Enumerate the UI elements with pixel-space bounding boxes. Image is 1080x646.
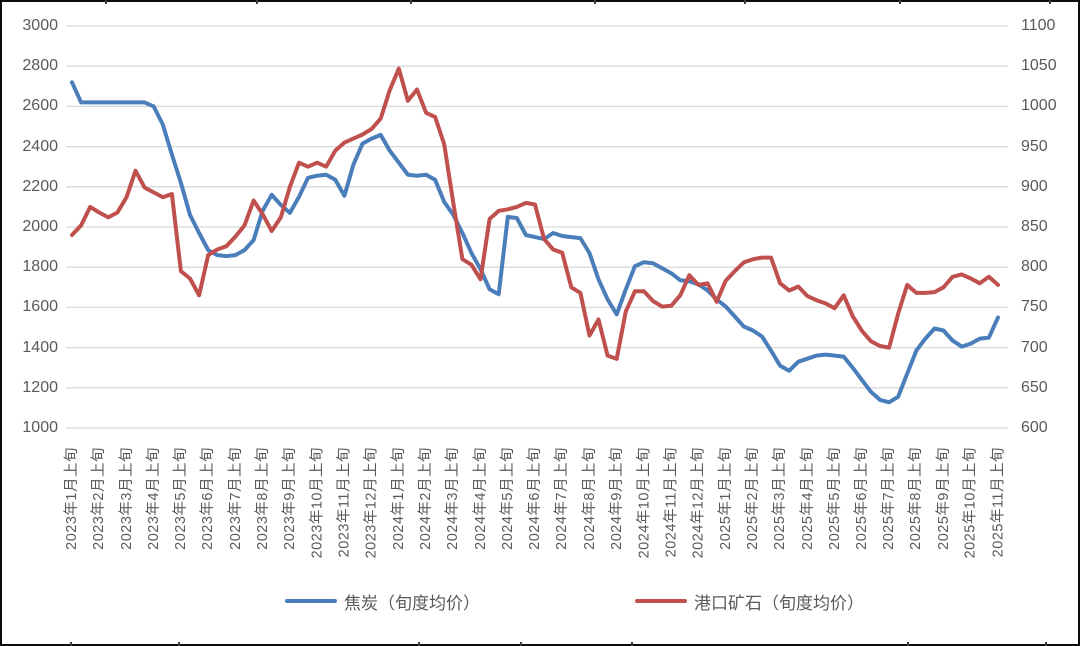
right-axis-tick: 900 [1021, 177, 1048, 195]
left-axis-tick: 2400 [22, 137, 58, 155]
legend-swatch-ore [635, 599, 687, 603]
x-axis-tick: 2023年3月上旬 [118, 447, 135, 550]
x-axis-tick: 2024年7月上旬 [554, 447, 571, 550]
frame-tick [70, 642, 72, 646]
frame-tick [256, 0, 258, 4]
x-axis-tick: 2025年7月上旬 [881, 447, 898, 550]
x-axis-tick: 2025年1月上旬 [717, 447, 734, 550]
frame-tick [1045, 642, 1047, 646]
right-axis-tick: 850 [1021, 218, 1048, 235]
legend-item-coke[interactable]: 焦炭（旬度均价） [285, 590, 480, 613]
x-axis-tick: 2023年4月上旬 [145, 447, 162, 550]
x-axis-tick: 2024年9月上旬 [608, 447, 625, 550]
right-axis-tick: 1100 [1021, 17, 1056, 34]
x-axis-tick: 2024年8月上旬 [581, 447, 598, 550]
left-axis-tick: 1000 [22, 419, 58, 436]
x-axis-tick: 2024年3月上旬 [445, 447, 462, 550]
x-axis-tick: 2024年11月上旬 [663, 447, 680, 558]
legend-swatch-coke [285, 599, 337, 603]
x-axis-tick: 2025年10月上旬 [962, 447, 979, 559]
x-axis-tick: 2025年9月上旬 [935, 447, 952, 550]
left-axis-tick: 1800 [22, 258, 58, 276]
x-axis-tick: 2024年6月上旬 [527, 447, 543, 550]
right-axis-tick: 950 [1021, 137, 1048, 155]
frame-tick [520, 642, 522, 646]
frame-tick [907, 642, 909, 646]
left-axis-tick: 2600 [22, 97, 58, 115]
left-axis-tick: 1400 [22, 338, 58, 356]
frame-tick [594, 0, 596, 4]
frame-tick [631, 642, 633, 646]
x-axis-tick: 2023年2月上旬 [91, 447, 108, 550]
x-axis-tick: 2025年3月上旬 [772, 447, 789, 550]
x-axis-tick: 2023年1月上旬 [64, 447, 80, 550]
frame-tick [744, 0, 746, 4]
left-axis-tick: 2800 [22, 57, 58, 75]
right-axis-tick: 700 [1021, 338, 1048, 356]
frame-tick [178, 642, 180, 646]
left-axis-tick: 2200 [22, 177, 58, 195]
x-axis-tick: 2025年6月上旬 [853, 447, 870, 550]
frame-tick [418, 642, 420, 646]
right-axis-tick: 800 [1021, 258, 1048, 276]
x-axis-tick: 2023年5月上旬 [172, 447, 189, 550]
x-axis-tick: 2023年9月上旬 [281, 447, 298, 550]
x-axis-tick: 2024年2月上旬 [418, 447, 435, 550]
right-axis-tick: 600 [1021, 419, 1048, 436]
right-axis-tick: 1000 [1021, 97, 1057, 115]
x-axis-tick: 2024年5月上旬 [499, 447, 516, 550]
legend-item-ore[interactable]: 港口矿石（旬度均价） [635, 590, 864, 613]
left-axis-tick: 1600 [22, 298, 58, 316]
x-axis-tick: 2025年4月上旬 [799, 447, 816, 550]
left-axis-tick: 2000 [22, 218, 58, 235]
x-axis-tick: 2024年12月上旬 [690, 447, 707, 559]
x-axis-tick: 2023年8月上旬 [254, 447, 271, 550]
x-axis-tick: 2023年12月上旬 [363, 447, 380, 559]
x-axis-tick: 2025年8月上旬 [908, 447, 925, 550]
right-axis-tick: 650 [1021, 378, 1048, 396]
x-axis-tick: 2025年5月上旬 [826, 447, 843, 550]
x-axis-tick: 2023年11月上旬 [336, 447, 353, 558]
x-axis-tick: 2024年1月上旬 [390, 447, 407, 550]
right-axis-tick: 1050 [1021, 57, 1057, 75]
left-axis-tick: 3000 [22, 17, 58, 34]
series-line-ore[interactable] [70, 66, 1000, 361]
frame-tick [410, 0, 412, 4]
x-axis-tick: 2023年10月上旬 [309, 447, 326, 559]
x-axis-tick: 2025年2月上旬 [744, 447, 761, 550]
x-axis-tick: 2023年6月上旬 [200, 447, 217, 550]
frame-tick [899, 0, 901, 4]
x-axis-tick: 2024年10月上旬 [635, 447, 652, 559]
frame-tick [105, 0, 107, 4]
left-axis-tick: 1200 [22, 378, 58, 396]
series-line-coke[interactable] [70, 80, 1000, 405]
legend-label-ore: 港口矿石（旬度均价） [694, 593, 864, 613]
right-axis-tick: 750 [1021, 298, 1048, 316]
x-axis-tick: 2025年11月上旬 [990, 447, 1006, 558]
legend-label-coke: 焦炭（旬度均价） [344, 593, 480, 613]
frame-tick [1049, 0, 1051, 4]
x-axis-tick: 2024年4月上旬 [472, 447, 489, 550]
x-axis-tick: 2023年7月上旬 [227, 447, 244, 550]
